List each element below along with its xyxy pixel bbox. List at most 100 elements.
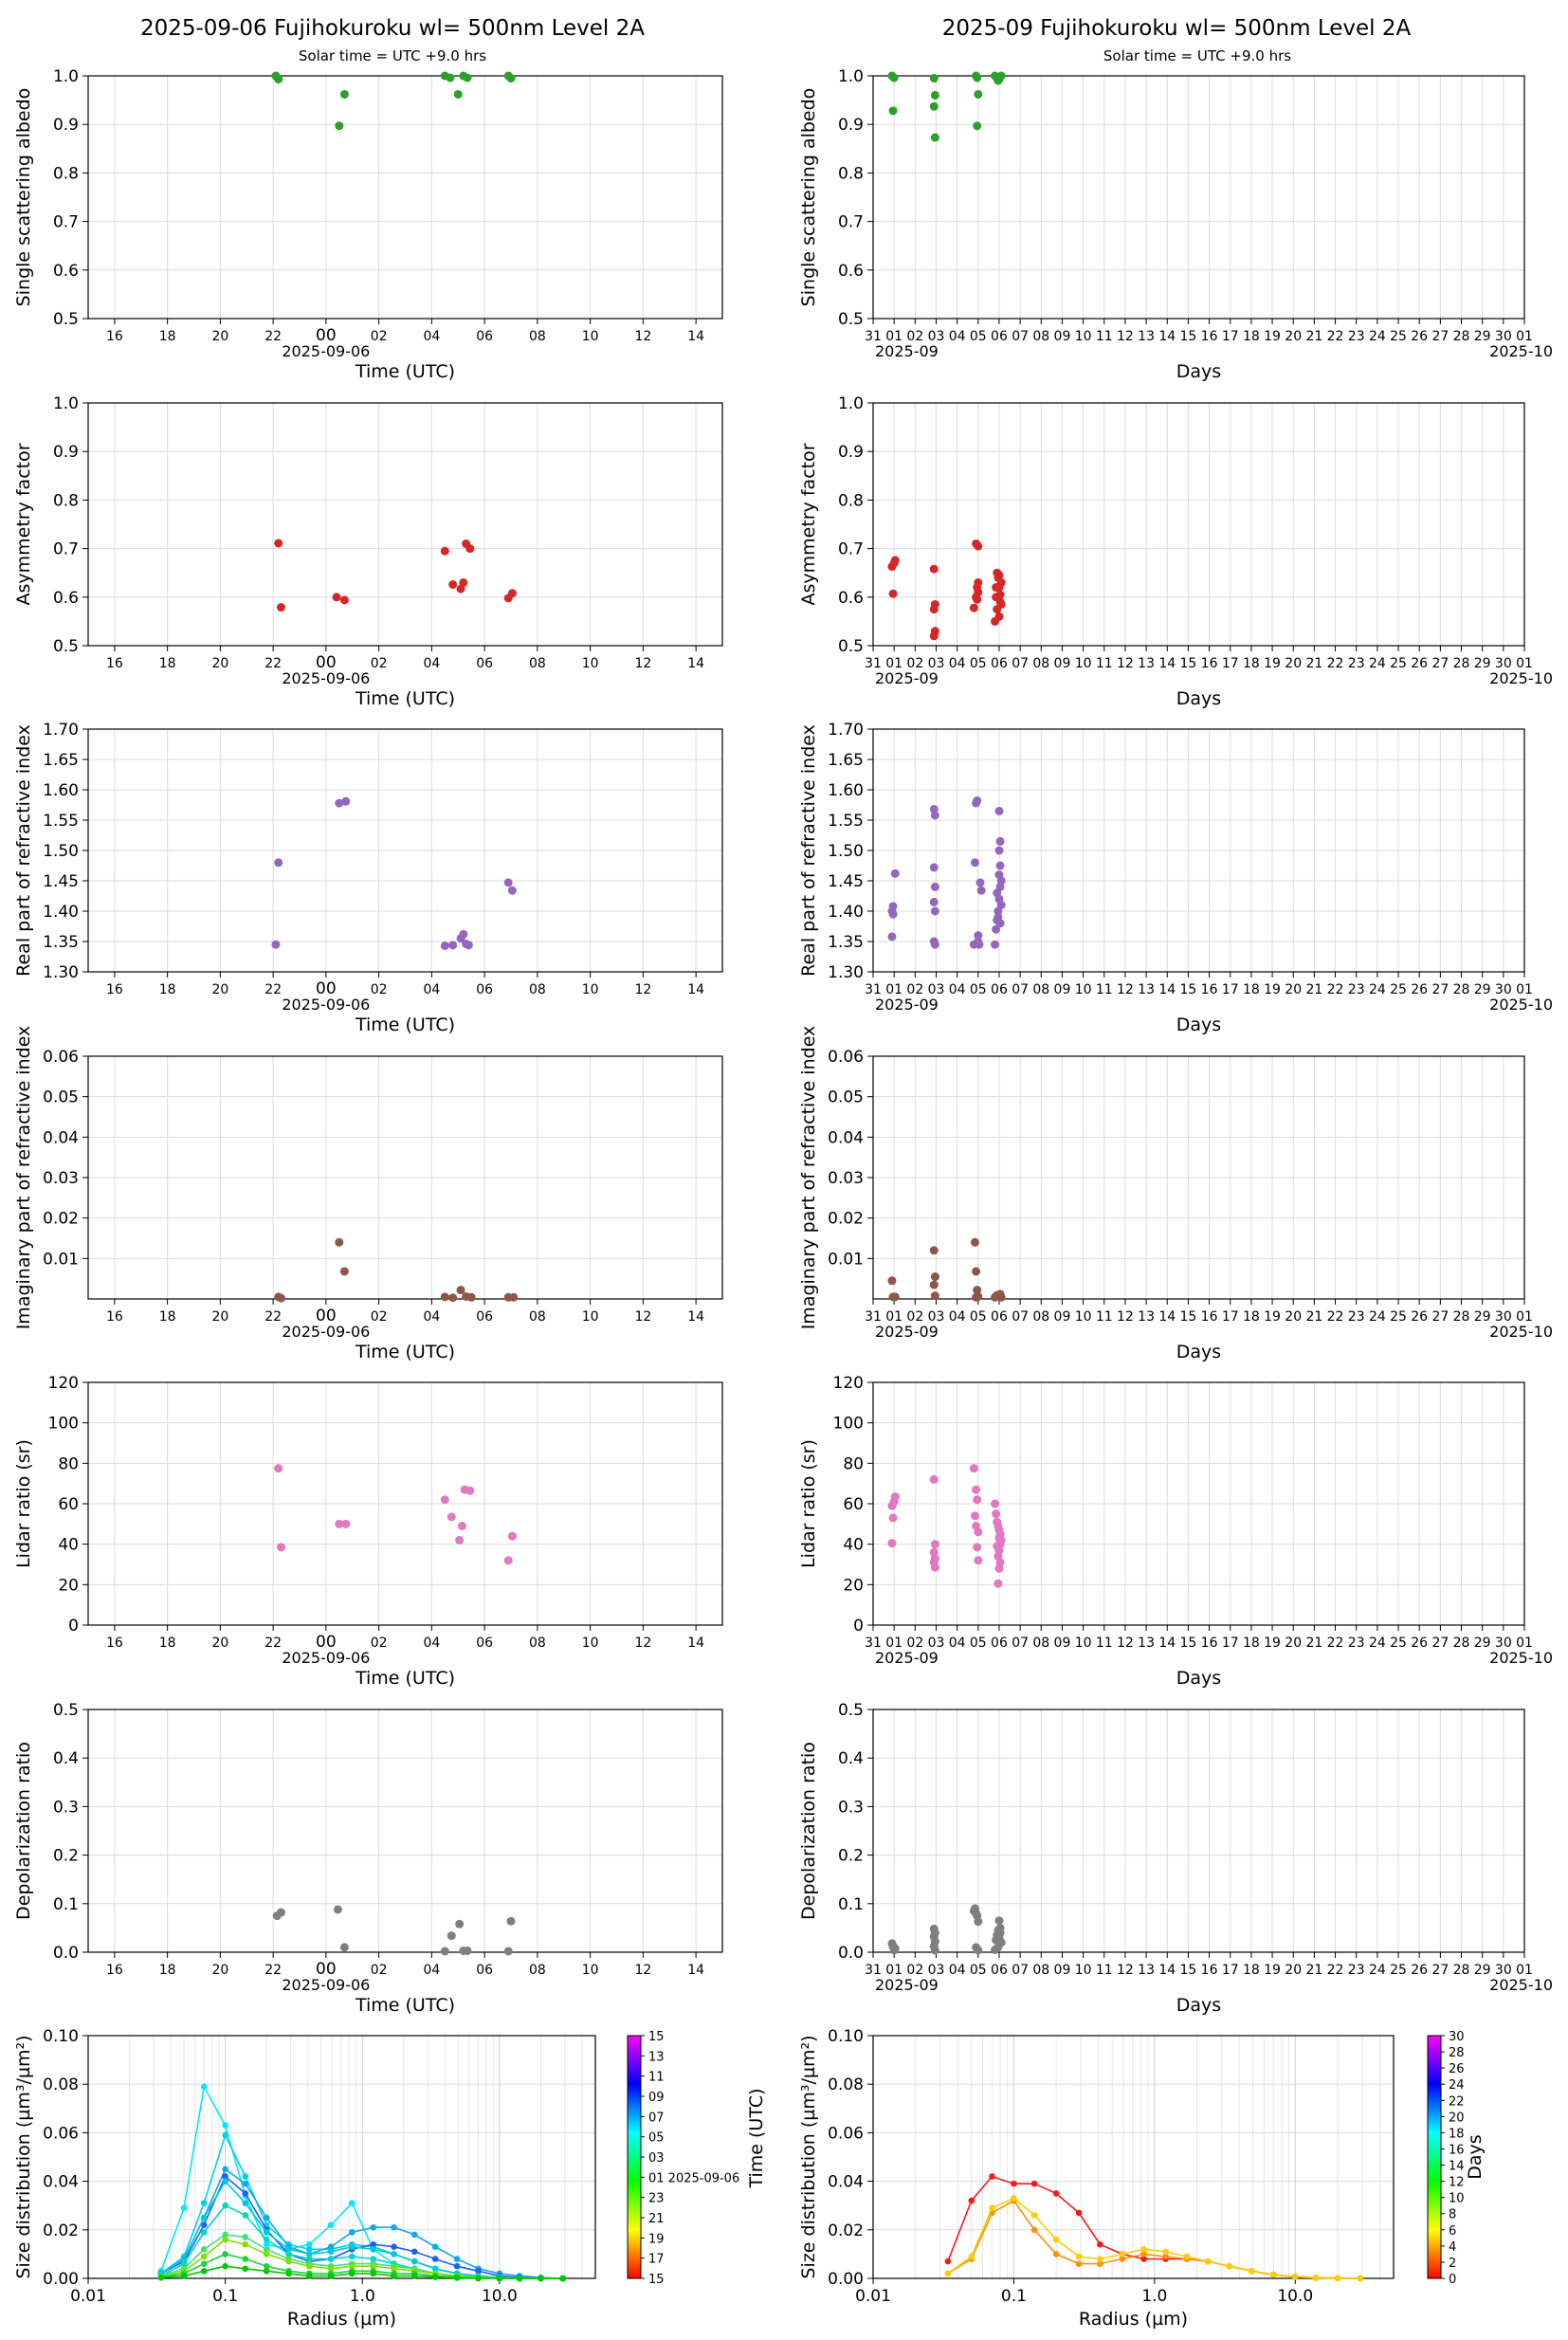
depol-monthly-xtick-label: 28 [1453,1963,1470,1978]
asy-monthly-xtick-label: 15 [1180,656,1197,671]
size-monthly-colorbar-label: 8 [1449,2208,1456,2222]
size-daily-series-point [559,2275,567,2282]
lidar-monthly-xtick-label: 07 [1012,1636,1029,1651]
rri-monthly-xtick-label: 19 [1264,982,1281,997]
lidar-monthly-xtick-label: 29 [1474,1636,1491,1651]
rri-daily-xtick-label: 22 [264,982,282,997]
depol-monthly-xtick-label: 24 [1369,1963,1386,1978]
lidar-monthly-data-point [970,1511,979,1521]
rri-monthly-xtick-label: 20 [1285,982,1302,997]
depol-daily-xtick-label: 14 [687,1963,704,1978]
ssa-daily-xtick-label: 18 [159,329,176,344]
depol-monthly-xlabel: Days [1176,1995,1221,2016]
ssa-monthly-xtick-label: 08 [1032,329,1049,344]
iri-daily-xtick-label: 14 [687,1309,704,1325]
size-daily-series-point [391,2243,397,2251]
lidar-monthly-data-point [974,1527,983,1537]
size-daily-series-point [242,2265,249,2273]
size-daily-series-point [285,2245,292,2253]
size-monthly-series-point [1119,2251,1126,2258]
size-monthly-series-point [1097,2256,1103,2262]
asy-daily-data-point [507,589,517,598]
asy-monthly-data-point [994,593,1003,602]
ssa-monthly-xtick-label: 24 [1369,329,1386,344]
depol-daily-xtick-label: 08 [529,1963,546,1978]
iri-monthly-xtick-label: 25 [1390,1309,1407,1325]
ssa-monthly-xtick-label: 29 [1474,329,1491,344]
lidar-daily-xtick-label: 18 [159,1636,176,1651]
asy-monthly-ytick-label: 0.7 [838,540,864,559]
lidar-monthly-data-point [992,1509,1001,1519]
size-daily-colorbar-label: 11 [648,2071,665,2085]
lidar-monthly-xtick-label: 22 [1327,1636,1344,1651]
iri-daily-ytick-label: 0.01 [43,1250,79,1269]
depol-daily-xtick-label: 22 [264,1963,282,1978]
asy-monthly-xtick-label: 26 [1411,656,1428,671]
asy-monthly-xtick-label: 09 [1054,656,1071,671]
depol-monthly-xtick-label: 26 [1411,1963,1428,1978]
asy-monthly-xtick-label: 25 [1390,656,1407,671]
asy-daily-data-point [274,539,283,548]
lidar-daily-xtick-label: 02 [371,1636,388,1651]
iri-monthly-xtick-label: 18 [1243,1309,1260,1325]
size-monthly-xtick-label: 0.01 [855,2287,891,2306]
depol-daily-xlabel: Time (UTC) [355,1995,455,2016]
ssa-monthly-data-point [889,73,899,82]
depol-monthly-xtick-label: 29 [1474,1963,1491,1978]
size-monthly-colorbar-label: 6 [1449,2224,1456,2239]
size-daily-xtick-label: 0.1 [212,2287,238,2306]
size-daily-panel: 0.00 0.02 0.04 0.06 0.08 0.10 0.01 0.1 1.0 10.0 Ra… [13,2027,739,2330]
size-daily-series-point [242,2256,249,2262]
asy-daily-xtick-label: 02 [371,656,388,671]
ssa-monthly-xtick-label: 26 [1411,329,1428,344]
size-monthly-series-point [1248,2268,1255,2275]
rri-monthly-data-point [888,909,898,919]
size-daily-ytick-label: 0.08 [43,2075,79,2094]
depol-monthly-data-point [974,1946,983,1955]
iri-monthly-ytick-label: 0.03 [828,1169,864,1188]
size-daily-series-point [475,2268,482,2275]
iri-monthly-xtick-label: 23 [1348,1309,1365,1325]
asy-monthly-xtick-label: 07 [1012,656,1029,671]
depol-monthly-ytick-label: 0.1 [838,1895,864,1914]
asy-monthly-xtick-label: 16 [1201,656,1218,671]
depol-daily-ytick-label: 0.5 [53,1701,79,1720]
size-monthly-series-point [1052,2251,1060,2258]
size-daily-series-point [370,2240,377,2248]
size-daily-colorbar-label: 23 [648,2192,665,2206]
rri-monthly-data-point [996,901,1006,910]
rri-monthly-data-point [970,858,979,868]
size-daily-ytick-label: 0.02 [43,2221,79,2240]
iri-monthly-xtick-label: 27 [1431,1309,1449,1325]
asy-monthly-xtick-label: 01 [885,656,903,671]
size-monthly-ytick-label: 0.08 [828,2075,864,2094]
rri-daily-data-point [341,796,351,806]
asy-daily-xtick-label: 00 [316,653,337,672]
lidar-monthly-xtick-label: 20 [1285,1636,1302,1651]
depol-monthly-xtick-label: 01 [885,1963,903,1978]
size-monthly-series-point [1183,2253,1191,2260]
size-monthly-series-line [947,2197,1360,2279]
iri-monthly-xtick-label: 13 [1138,1309,1155,1325]
size-daily-series-point [263,2251,270,2258]
size-daily-series-point [327,2248,335,2256]
ssa-daily-frame [87,75,723,320]
depol-monthly-xtick-label: 08 [1032,1963,1049,1978]
rri-monthly-data-point [930,940,939,949]
rri-daily-xtick-label: 10 [582,982,599,997]
iri-monthly-xtick-label: 11 [1096,1309,1113,1325]
depol-monthly-xtick-label: 31 [865,1963,882,1978]
size-monthly-ytick-label: 0.04 [828,2173,864,2192]
size-daily-series-point [242,2212,249,2219]
depol-daily-data-point [506,1916,516,1926]
asy-monthly-ylabel: Asymmetry factor [798,443,819,605]
size-daily-series-point [263,2236,270,2243]
rri-monthly-xtick-label: 22 [1327,982,1344,997]
ssa-daily-date-label: 2025-09-06 [282,342,370,360]
rri-monthly-xtick-label: 21 [1305,982,1322,997]
rri-monthly-data-point [973,796,982,806]
rri-monthly-xtick-label: 25 [1390,982,1407,997]
lidar-monthly-xtick-label: 25 [1390,1636,1407,1651]
size-daily-ylabel: Size distribution (µm³/µm²) [13,2035,34,2278]
rri-monthly-xtick-label: 03 [928,982,945,997]
